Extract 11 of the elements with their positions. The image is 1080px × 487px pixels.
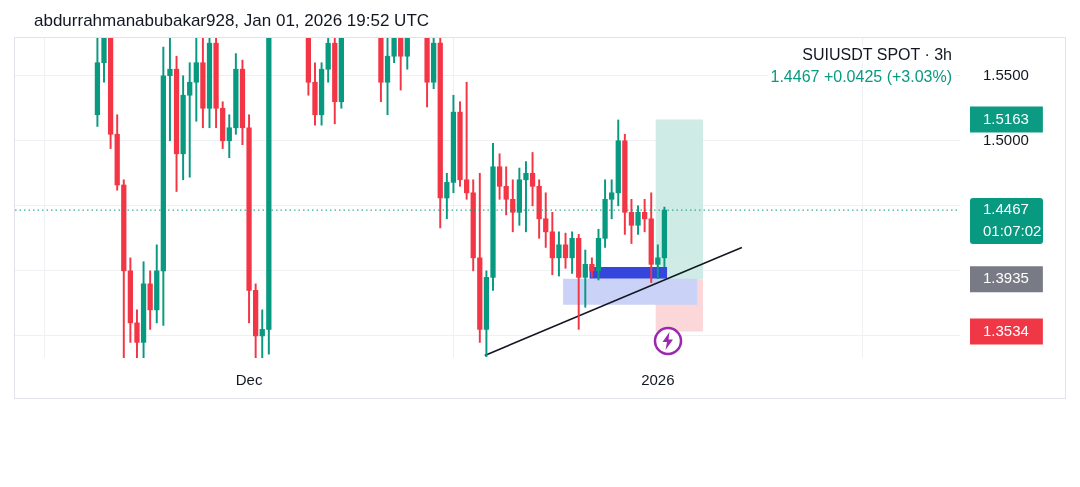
y-tick-label: 1.3935 [983,269,1029,287]
x-tick-label: 2026 [641,371,675,389]
y-tick-label: 1.3534 [983,321,1029,339]
x-tick-label: Dec [235,371,263,389]
text: abdurrahmanabubakar928, Jan 01, 2026 19:52 UTC [34,10,430,32]
y-tick-label: 1.5500 [983,65,1029,83]
text: SUIUSDT SPOT · 3h [799,46,955,63]
y-tick-label: 1.5000 [983,130,1029,148]
text: 1.4467 +0.0425 (+3.03%) [767,68,955,85]
y-tick-label: 1.5163 [983,109,1029,127]
ref-line-label: 1.4467 01:07:02 [983,200,1042,240]
